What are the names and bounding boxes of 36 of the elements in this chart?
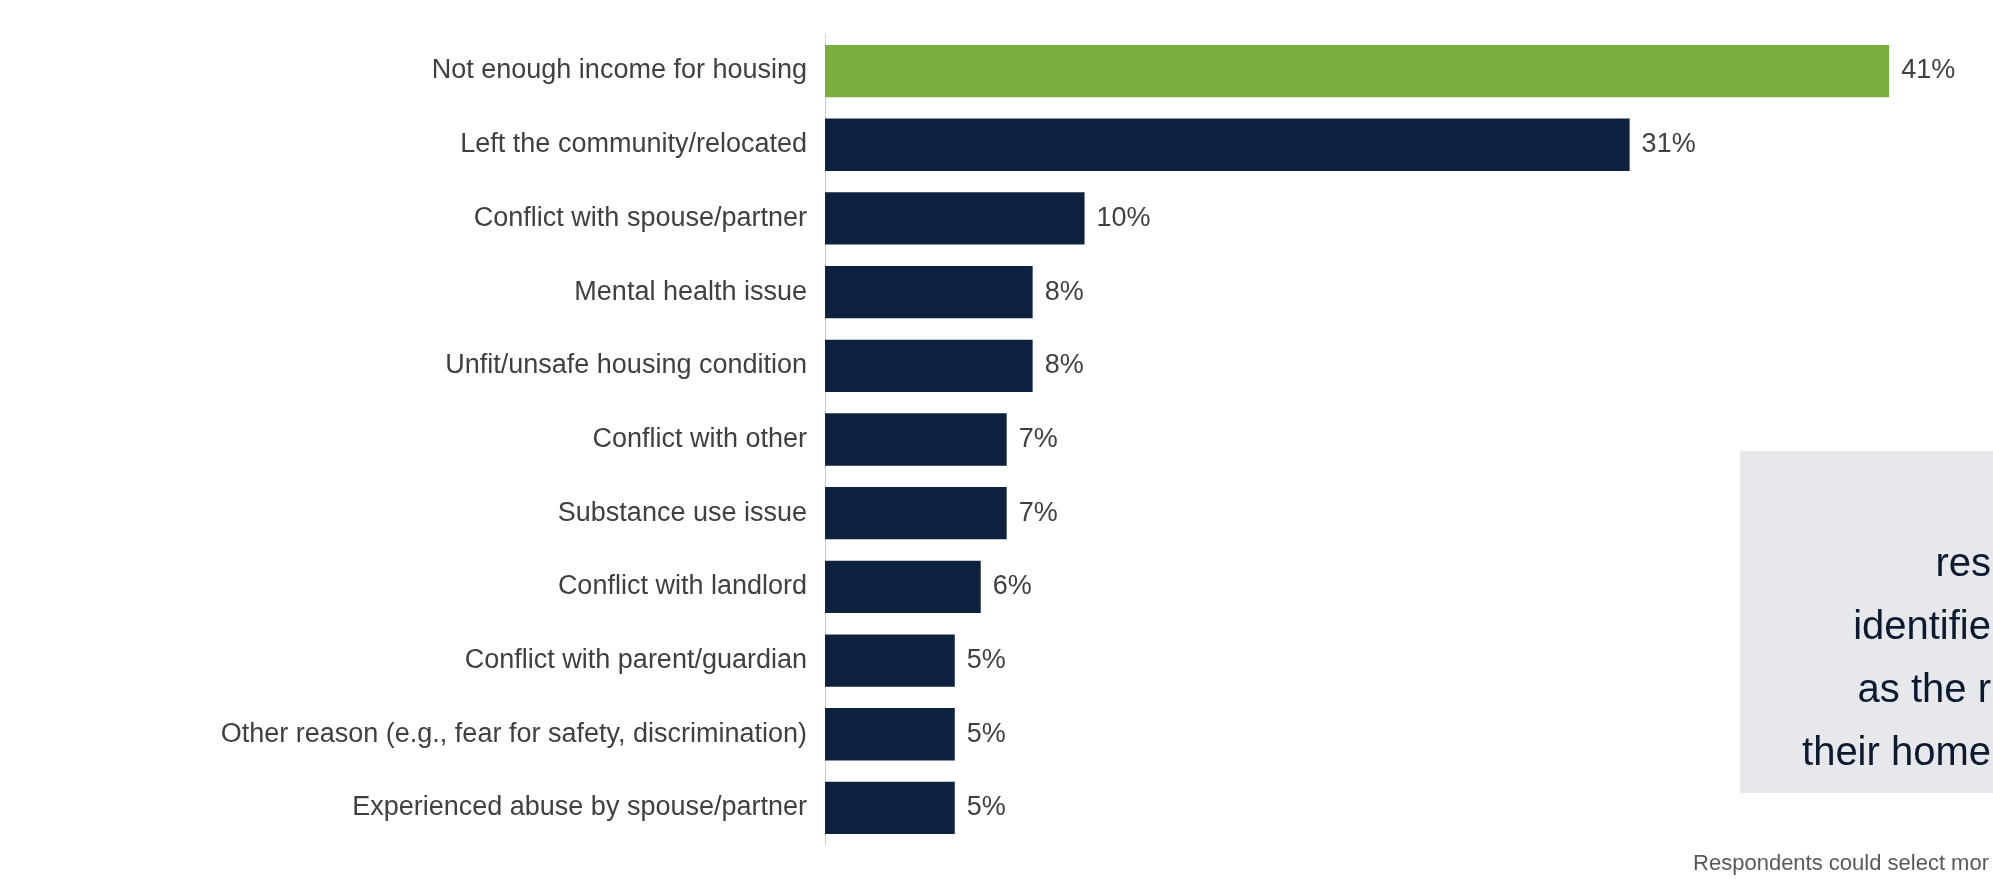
y-tick-label: Conflict with spouse/partner xyxy=(473,201,807,232)
bar xyxy=(825,265,1033,319)
bar xyxy=(825,339,1033,392)
bar xyxy=(825,560,981,614)
annotation: res identifie as the r their home xyxy=(1802,539,1992,775)
data-label: 7% xyxy=(1018,496,1058,527)
bar xyxy=(825,708,955,761)
bar xyxy=(825,413,1007,466)
y-tick-label: Conflict with other xyxy=(592,422,807,453)
data-label: 6% xyxy=(992,570,1032,601)
bar xyxy=(825,118,1630,171)
data-label: 10% xyxy=(1096,201,1151,232)
bar xyxy=(825,44,1890,98)
y-tick-label: Substance use issue xyxy=(557,496,807,527)
y-tick-label: Conflict with landlord xyxy=(557,570,807,601)
bar xyxy=(825,192,1085,245)
data-label: 5% xyxy=(966,791,1006,822)
bar xyxy=(825,487,1007,540)
y-tick-label: Not enough income for housing xyxy=(431,54,807,85)
y-tick-label: Experienced abuse by spouse/partner xyxy=(352,791,808,822)
data-label: 41% xyxy=(1901,54,1956,85)
data-label: 7% xyxy=(1018,422,1058,453)
y-tick-label: Left the community/relocated xyxy=(460,128,807,159)
data-label: 8% xyxy=(1044,349,1084,380)
data-label: 5% xyxy=(966,644,1006,675)
data-label: 5% xyxy=(966,717,1006,748)
bar xyxy=(825,781,955,835)
data-label: 31% xyxy=(1641,128,1696,159)
data-label: 8% xyxy=(1044,275,1084,306)
text: Respondents could select mor xyxy=(1693,850,1989,876)
y-tick-label: Unfit/unsafe housing condition xyxy=(445,349,807,380)
y-tick-label: Mental health issue xyxy=(574,275,807,306)
callout-panel: res identifie as the r their home xyxy=(1740,451,1993,793)
bar xyxy=(825,634,955,687)
y-tick-label: Other reason (e.g., fear for safety, discrimination) xyxy=(220,717,807,748)
y-tick-label: Conflict with parent/guardian xyxy=(464,644,807,675)
